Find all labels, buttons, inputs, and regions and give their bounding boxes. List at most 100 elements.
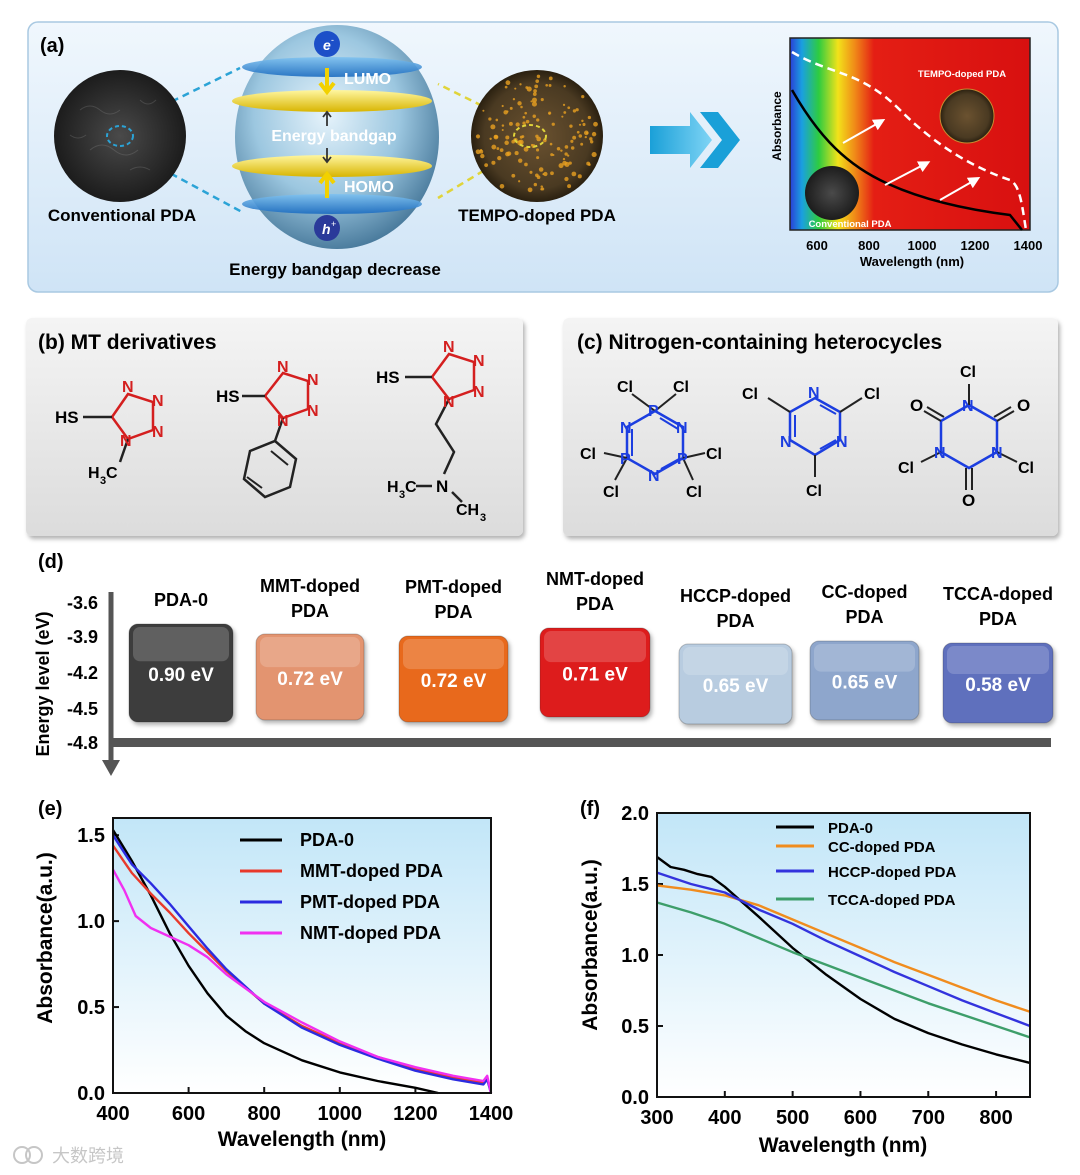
y-tick-label: 1.0: [621, 945, 649, 967]
atom-label: N: [307, 403, 319, 420]
energy-box-name: HCCP-doped: [680, 586, 791, 606]
energy-box-rect: [942, 642, 1054, 724]
atom-label: C: [106, 465, 118, 482]
panel-a-inset: TEMPO-doped PDA Conventional PDA Absorba…: [770, 37, 1042, 269]
series-line: [656, 871, 1031, 1028]
watermark-text: 大数跨境: [52, 1146, 124, 1166]
energy-box-rect: [128, 623, 234, 723]
energy-ylabel: Energy level (eV): [33, 611, 53, 756]
x-tick-label: 1000: [318, 1103, 363, 1125]
chart-e-xlabel: Wavelength (nm): [218, 1128, 386, 1151]
tempo-dot: [568, 161, 572, 165]
tempo-dot: [587, 163, 591, 167]
atom-label: CH: [456, 502, 479, 519]
homo-label: HOMO: [344, 179, 394, 196]
panel-c: (c) Nitrogen-containing heterocycles Cl …: [563, 318, 1058, 536]
energy-box-value: 0.72 eV: [277, 669, 343, 690]
energy-box-name: PDA: [291, 601, 329, 621]
atom-label: Cl: [603, 484, 619, 501]
tempo-dot: [480, 153, 485, 159]
down-arrow-icon: [318, 68, 336, 96]
tempo-dot: [535, 173, 539, 178]
chart-f-ylabel: Absorbance(a.u.): [579, 859, 602, 1031]
tempo-dot: [512, 98, 516, 101]
x-tick-label: 1200: [393, 1103, 438, 1125]
x-tick-label: 800: [248, 1103, 281, 1125]
tempo-dot: [540, 98, 544, 102]
tempo-dot: [564, 176, 569, 182]
energy-box-name: PDA-0: [154, 590, 208, 610]
molecule-hccp: Cl Cl P N N P P N Cl Cl Cl Cl: [580, 379, 722, 501]
tempo-dot: [491, 144, 497, 150]
tempo-dot: [501, 124, 505, 127]
chart-f-frame: [656, 812, 1031, 1098]
chart-e-frame: [112, 817, 492, 1094]
energy-box: 0.65 eV CC-doped PDA: [809, 582, 920, 721]
energy-box-value: 0.65 eV: [703, 676, 769, 697]
tempo-dot: [520, 105, 523, 109]
tempo-dot: [522, 121, 526, 125]
tempo-dot: [570, 146, 575, 150]
x-tick-label: 700: [912, 1107, 945, 1129]
tempo-dot: [484, 163, 489, 168]
lumo-band: [232, 90, 432, 112]
tempo-dot: [581, 95, 585, 99]
tempo-dot: [495, 118, 499, 122]
chart-e: 400 600 800 1000 1200 1400 0.0 0.5 1.0 1.5: [77, 825, 513, 1125]
gap-up-arrow-icon: [322, 110, 332, 126]
panel-d-label: (d): [38, 551, 64, 573]
atom-label: N: [443, 339, 455, 356]
energy-box-name: CC-doped: [822, 582, 908, 602]
atom-label: N: [473, 353, 485, 370]
energy-box-value: 0.71 eV: [562, 665, 628, 686]
y-tick-label: 0.5: [621, 1016, 649, 1038]
tempo-dot: [584, 135, 587, 139]
tempo-dot: [530, 143, 534, 147]
conventional-pda-disk: [54, 70, 186, 202]
y-tick-label: 1.5: [621, 874, 649, 896]
atom-label: P: [677, 451, 688, 468]
tempo-dot: [493, 134, 498, 139]
atom-label: N: [620, 420, 632, 437]
tempo-dot: [508, 121, 513, 126]
chart-f-xlabel: Wavelength (nm): [759, 1134, 927, 1157]
tempo-dot: [475, 149, 481, 155]
y-tick-label: 2.0: [621, 803, 649, 825]
atom-label: H: [387, 479, 399, 496]
molecule-pmt: HS N N N N: [216, 359, 319, 499]
tempo-dot: [591, 131, 597, 137]
atom-label: Cl: [580, 446, 596, 463]
atom-label: N: [277, 359, 289, 376]
series-line: [111, 829, 439, 1095]
molecule-nmt: HS N N N N N H 3 C CH 3: [376, 339, 486, 524]
series-line: [656, 884, 1031, 1013]
tempo-dot: [533, 182, 538, 187]
tempo-dot: [549, 142, 553, 146]
tempo-dot: [558, 163, 564, 169]
panel-b-title: (b) MT derivatives: [38, 331, 217, 354]
molecule-tcca: Cl N N N O O O Cl Cl: [898, 364, 1034, 510]
tempo-dot: [524, 162, 528, 167]
panel-c-title: (c) Nitrogen-containing heterocycles: [577, 331, 942, 354]
atom-label: Cl: [673, 379, 689, 396]
series-line: [111, 869, 493, 1094]
conventional-label: Conventional PDA: [48, 206, 196, 225]
tempo-dot: [578, 123, 582, 126]
atom-label: Cl: [806, 483, 822, 500]
energy-boxes: 0.90 eV PDA-0 0.72 eV MMT-doped PDA 0.72 eV PM…: [128, 569, 1054, 725]
atom-label: Cl: [864, 386, 880, 403]
tempo-dot: [564, 145, 569, 149]
y-tick-label: 1.5: [77, 825, 105, 847]
tempo-dot: [540, 185, 544, 188]
tempo-dot: [536, 74, 541, 79]
tempo-dot: [585, 131, 589, 135]
tempo-dot: [482, 109, 485, 112]
tempo-dot: [571, 171, 577, 177]
atom-label: Cl: [617, 379, 633, 396]
tempo-dot: [581, 119, 584, 123]
tempo-dot: [560, 149, 563, 152]
atom-label: N: [991, 445, 1003, 462]
tempo-dot: [570, 139, 574, 143]
atom-label: N: [152, 393, 164, 410]
atom-label: P: [648, 403, 659, 420]
